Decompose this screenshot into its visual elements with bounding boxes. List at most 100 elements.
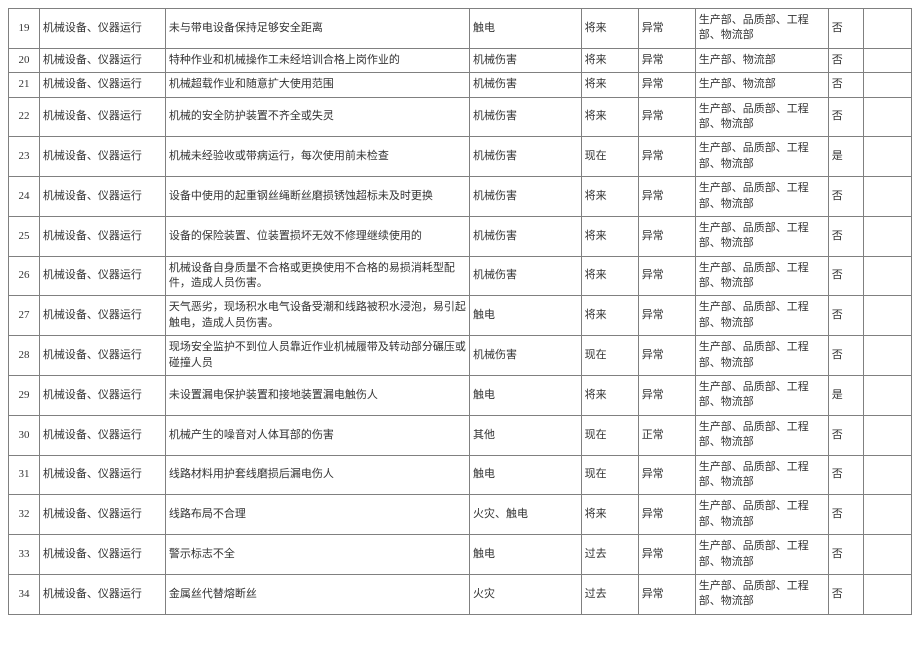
cell-num: 34 — [9, 574, 40, 614]
cell-num: 21 — [9, 73, 40, 97]
cell-dept: 生产部、品质部、工程部、物流部 — [695, 256, 828, 296]
cell-time: 将来 — [581, 216, 638, 256]
cell-dept: 生产部、品质部、工程部、物流部 — [695, 376, 828, 416]
cell-cat: 机械设备、仪器运行 — [39, 177, 165, 217]
cell-cat: 机械设备、仪器运行 — [39, 73, 165, 97]
table-row: 30机械设备、仪器运行机械产生的噪音对人体耳部的伤害其他现在正常生产部、品质部、… — [9, 415, 912, 455]
cell-num: 22 — [9, 97, 40, 137]
cell-cat: 机械设备、仪器运行 — [39, 574, 165, 614]
cell-state: 异常 — [638, 455, 695, 495]
cell-cat: 机械设备、仪器运行 — [39, 97, 165, 137]
cell-time: 将来 — [581, 256, 638, 296]
cell-cat: 机械设备、仪器运行 — [39, 9, 165, 49]
cell-extra — [864, 48, 912, 72]
cell-extra — [864, 73, 912, 97]
cell-extra — [864, 137, 912, 177]
cell-harm: 触电 — [469, 296, 581, 336]
cell-time: 现在 — [581, 137, 638, 177]
cell-harm: 机械伤害 — [469, 177, 581, 217]
table-row: 32机械设备、仪器运行线路布局不合理火灾、触电将来异常生产部、品质部、工程部、物… — [9, 495, 912, 535]
cell-state: 异常 — [638, 495, 695, 535]
cell-harm: 触电 — [469, 9, 581, 49]
cell-flag: 是 — [828, 376, 864, 416]
cell-flag: 否 — [828, 177, 864, 217]
cell-state: 正常 — [638, 415, 695, 455]
cell-state: 异常 — [638, 216, 695, 256]
cell-state: 异常 — [638, 48, 695, 72]
cell-time: 现在 — [581, 415, 638, 455]
cell-flag: 否 — [828, 73, 864, 97]
risk-table: 19机械设备、仪器运行未与带电设备保持足够安全距离触电将来异常生产部、品质部、工… — [8, 8, 912, 615]
cell-cat: 机械设备、仪器运行 — [39, 137, 165, 177]
cell-extra — [864, 177, 912, 217]
cell-state: 异常 — [638, 296, 695, 336]
cell-harm: 火灾 — [469, 574, 581, 614]
cell-desc: 机械设备自身质量不合格或更换使用不合格的易损消耗型配件，造成人员伤害。 — [165, 256, 469, 296]
cell-cat: 机械设备、仪器运行 — [39, 495, 165, 535]
table-body: 19机械设备、仪器运行未与带电设备保持足够安全距离触电将来异常生产部、品质部、工… — [9, 9, 912, 615]
cell-flag: 是 — [828, 137, 864, 177]
cell-state: 异常 — [638, 9, 695, 49]
cell-harm: 触电 — [469, 455, 581, 495]
cell-flag: 否 — [828, 9, 864, 49]
cell-flag: 否 — [828, 495, 864, 535]
cell-state: 异常 — [638, 256, 695, 296]
cell-cat: 机械设备、仪器运行 — [39, 48, 165, 72]
cell-harm: 火灾、触电 — [469, 495, 581, 535]
cell-state: 异常 — [638, 137, 695, 177]
cell-harm: 机械伤害 — [469, 48, 581, 72]
table-row: 26机械设备、仪器运行机械设备自身质量不合格或更换使用不合格的易损消耗型配件，造… — [9, 256, 912, 296]
cell-dept: 生产部、品质部、工程部、物流部 — [695, 415, 828, 455]
cell-harm: 机械伤害 — [469, 73, 581, 97]
cell-dept: 生产部、品质部、工程部、物流部 — [695, 177, 828, 217]
cell-time: 现在 — [581, 336, 638, 376]
cell-dept: 生产部、品质部、工程部、物流部 — [695, 574, 828, 614]
cell-cat: 机械设备、仪器运行 — [39, 455, 165, 495]
cell-extra — [864, 296, 912, 336]
cell-harm: 机械伤害 — [469, 216, 581, 256]
cell-extra — [864, 495, 912, 535]
cell-num: 32 — [9, 495, 40, 535]
cell-state: 异常 — [638, 97, 695, 137]
cell-time: 将来 — [581, 9, 638, 49]
cell-harm: 机械伤害 — [469, 336, 581, 376]
cell-extra — [864, 376, 912, 416]
cell-dept: 生产部、品质部、工程部、物流部 — [695, 9, 828, 49]
cell-num: 23 — [9, 137, 40, 177]
cell-extra — [864, 216, 912, 256]
cell-num: 26 — [9, 256, 40, 296]
cell-desc: 设备中使用的起重钢丝绳断丝磨损锈蚀超标未及时更换 — [165, 177, 469, 217]
cell-dept: 生产部、品质部、工程部、物流部 — [695, 137, 828, 177]
cell-flag: 否 — [828, 48, 864, 72]
cell-state: 异常 — [638, 177, 695, 217]
cell-extra — [864, 336, 912, 376]
cell-flag: 否 — [828, 336, 864, 376]
table-row: 20机械设备、仪器运行特种作业和机械操作工未经培训合格上岗作业的机械伤害将来异常… — [9, 48, 912, 72]
cell-state: 异常 — [638, 574, 695, 614]
table-row: 23机械设备、仪器运行机械未经验收或带病运行，每次使用前未检查机械伤害现在异常生… — [9, 137, 912, 177]
cell-time: 将来 — [581, 48, 638, 72]
cell-cat: 机械设备、仪器运行 — [39, 535, 165, 575]
cell-dept: 生产部、物流部 — [695, 48, 828, 72]
cell-desc: 金属丝代替熔断丝 — [165, 574, 469, 614]
table-row: 34机械设备、仪器运行金属丝代替熔断丝火灾过去异常生产部、品质部、工程部、物流部… — [9, 574, 912, 614]
cell-cat: 机械设备、仪器运行 — [39, 216, 165, 256]
cell-time: 将来 — [581, 73, 638, 97]
cell-time: 将来 — [581, 177, 638, 217]
cell-desc: 机械未经验收或带病运行，每次使用前未检查 — [165, 137, 469, 177]
cell-num: 25 — [9, 216, 40, 256]
cell-extra — [864, 415, 912, 455]
cell-dept: 生产部、品质部、工程部、物流部 — [695, 296, 828, 336]
cell-time: 将来 — [581, 376, 638, 416]
cell-dept: 生产部、品质部、工程部、物流部 — [695, 216, 828, 256]
cell-dept: 生产部、品质部、工程部、物流部 — [695, 97, 828, 137]
cell-num: 19 — [9, 9, 40, 49]
cell-extra — [864, 574, 912, 614]
table-row: 27机械设备、仪器运行天气恶劣，现场积水电气设备受潮和线路被积水浸泡，易引起触电… — [9, 296, 912, 336]
cell-time: 将来 — [581, 296, 638, 336]
cell-flag: 否 — [828, 415, 864, 455]
cell-dept: 生产部、品质部、工程部、物流部 — [695, 535, 828, 575]
cell-desc: 设备的保险装置、位装置损坏无效不修理继续使用的 — [165, 216, 469, 256]
cell-dept: 生产部、品质部、工程部、物流部 — [695, 336, 828, 376]
cell-state: 异常 — [638, 376, 695, 416]
